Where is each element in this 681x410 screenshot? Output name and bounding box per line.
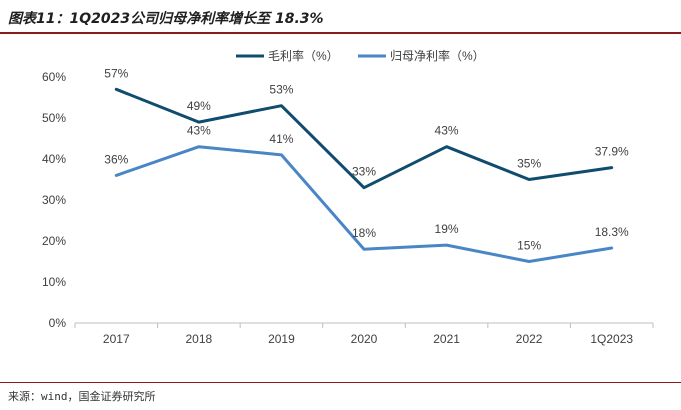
x-tick-label: 2021 <box>433 332 460 346</box>
x-tick-label: 1Q2023 <box>590 332 633 346</box>
y-tick-label: 60% <box>42 70 66 84</box>
data-label: 35% <box>517 157 541 171</box>
series-line-0 <box>114 87 614 190</box>
legend: 毛利率（%） 归母净利率（%） <box>236 48 485 63</box>
legend-label: 归母净利率（%） <box>390 48 485 63</box>
legend-label: 毛利率（%） <box>268 48 339 63</box>
data-label: 19% <box>435 222 459 236</box>
x-tick-label: 2019 <box>268 332 295 346</box>
data-label: 36% <box>104 152 128 166</box>
source-note: 来源：wind，国金证券研究所 <box>8 390 156 403</box>
data-label: 49% <box>187 99 211 113</box>
data-label: 18.3% <box>595 225 629 239</box>
data-label: 37.9% <box>595 145 629 159</box>
x-axis: 2017 2018 2019 2020 2021 2022 1Q2023 <box>74 322 654 346</box>
data-label: 41% <box>269 132 293 146</box>
data-label: 18% <box>352 226 376 240</box>
y-tick-label: 10% <box>42 275 66 289</box>
data-label: 53% <box>269 83 293 97</box>
data-label: 15% <box>517 239 541 253</box>
data-label: 43% <box>435 124 459 138</box>
footer-divider <box>0 382 681 383</box>
y-tick-label: 30% <box>42 193 66 207</box>
series-line-1 <box>114 145 614 263</box>
y-tick-label: 50% <box>42 111 66 125</box>
x-tick-label: 2022 <box>516 332 543 346</box>
line-chart: 0% 10% 20% 30% 40% 50% 60% 2017 2018 2019 2020 202… <box>42 48 654 346</box>
x-tick-label: 2018 <box>186 332 213 346</box>
series-layer: 57% 49% 53% 33% 43% 35% 37.9% 36% 43% 41% 18% 19% 15… <box>104 66 629 263</box>
y-axis: 0% 10% 20% 30% 40% 50% 60% <box>42 70 66 330</box>
title-divider <box>0 32 681 34</box>
page-title: 图表11：1Q2023公司归母净利率增长至 18.3% <box>8 11 324 27</box>
x-tick-label: 2020 <box>351 332 378 346</box>
y-tick-label: 40% <box>42 152 66 166</box>
y-tick-label: 20% <box>42 234 66 248</box>
data-label: 33% <box>352 165 376 179</box>
data-label: 43% <box>187 124 211 138</box>
x-tick-label: 2017 <box>103 332 130 346</box>
y-tick-label: 0% <box>49 316 67 330</box>
data-label: 57% <box>104 66 128 80</box>
